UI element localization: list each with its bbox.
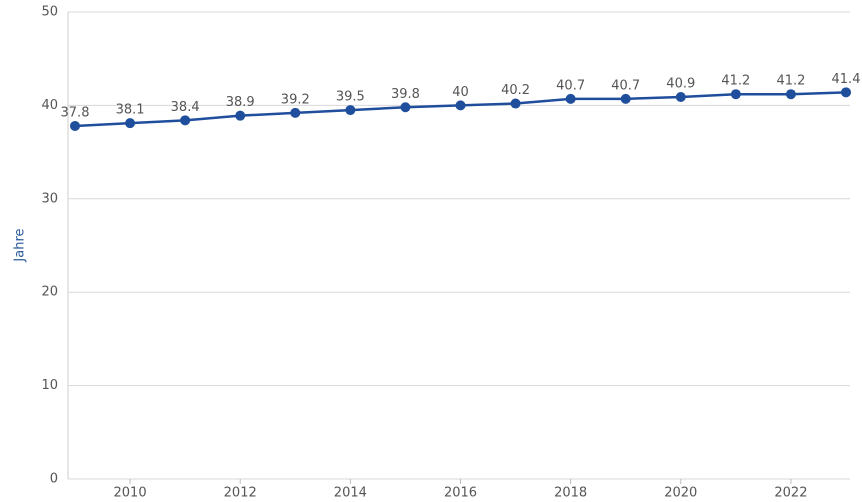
data-label: 39.2 xyxy=(281,92,310,107)
point xyxy=(125,118,136,129)
data-label: 39.5 xyxy=(336,90,365,105)
y-axis-label: Jahre xyxy=(13,228,28,262)
point xyxy=(345,105,356,116)
x-tick-label: 2010 xyxy=(114,486,147,501)
point xyxy=(400,102,411,113)
x-tick-label: 2014 xyxy=(334,486,367,501)
x-tick-label: 2020 xyxy=(664,486,697,501)
y-tick-label: 40 xyxy=(41,98,58,113)
data-label: 41.2 xyxy=(721,74,750,89)
point xyxy=(235,110,246,121)
data-label: 40.7 xyxy=(611,78,640,93)
y-tick-label: 30 xyxy=(41,191,58,206)
point xyxy=(180,115,191,126)
point xyxy=(841,87,851,98)
data-label: 40.7 xyxy=(556,78,585,93)
point xyxy=(620,93,631,104)
y-tick-label: 20 xyxy=(41,285,58,300)
y-tick-label: 0 xyxy=(50,472,58,487)
data-label: 41.2 xyxy=(776,74,805,89)
data-label: 38.4 xyxy=(171,100,200,115)
x-tick-label: 2012 xyxy=(224,486,257,501)
data-label: 39.8 xyxy=(391,87,420,102)
x-tick-label: 2016 xyxy=(444,486,477,501)
data-label: 38.9 xyxy=(226,95,255,110)
point xyxy=(70,120,80,131)
point xyxy=(455,100,466,111)
point xyxy=(675,91,686,102)
data-label: 40 xyxy=(452,85,469,100)
x-tick-label: 2022 xyxy=(774,486,807,501)
data-label: 38.1 xyxy=(116,103,145,118)
point xyxy=(785,89,796,100)
data-label: 40.9 xyxy=(666,76,695,91)
y-tick-label: 50 xyxy=(41,5,58,20)
data-label: 37.8 xyxy=(61,105,90,120)
data-label: 40.2 xyxy=(501,83,530,98)
point xyxy=(290,107,301,118)
data-label: 41.4 xyxy=(832,72,861,87)
x-tick-label: 2018 xyxy=(554,486,587,501)
point xyxy=(730,89,741,100)
point xyxy=(510,98,521,109)
point xyxy=(565,93,576,104)
y-tick-label: 10 xyxy=(41,378,58,393)
